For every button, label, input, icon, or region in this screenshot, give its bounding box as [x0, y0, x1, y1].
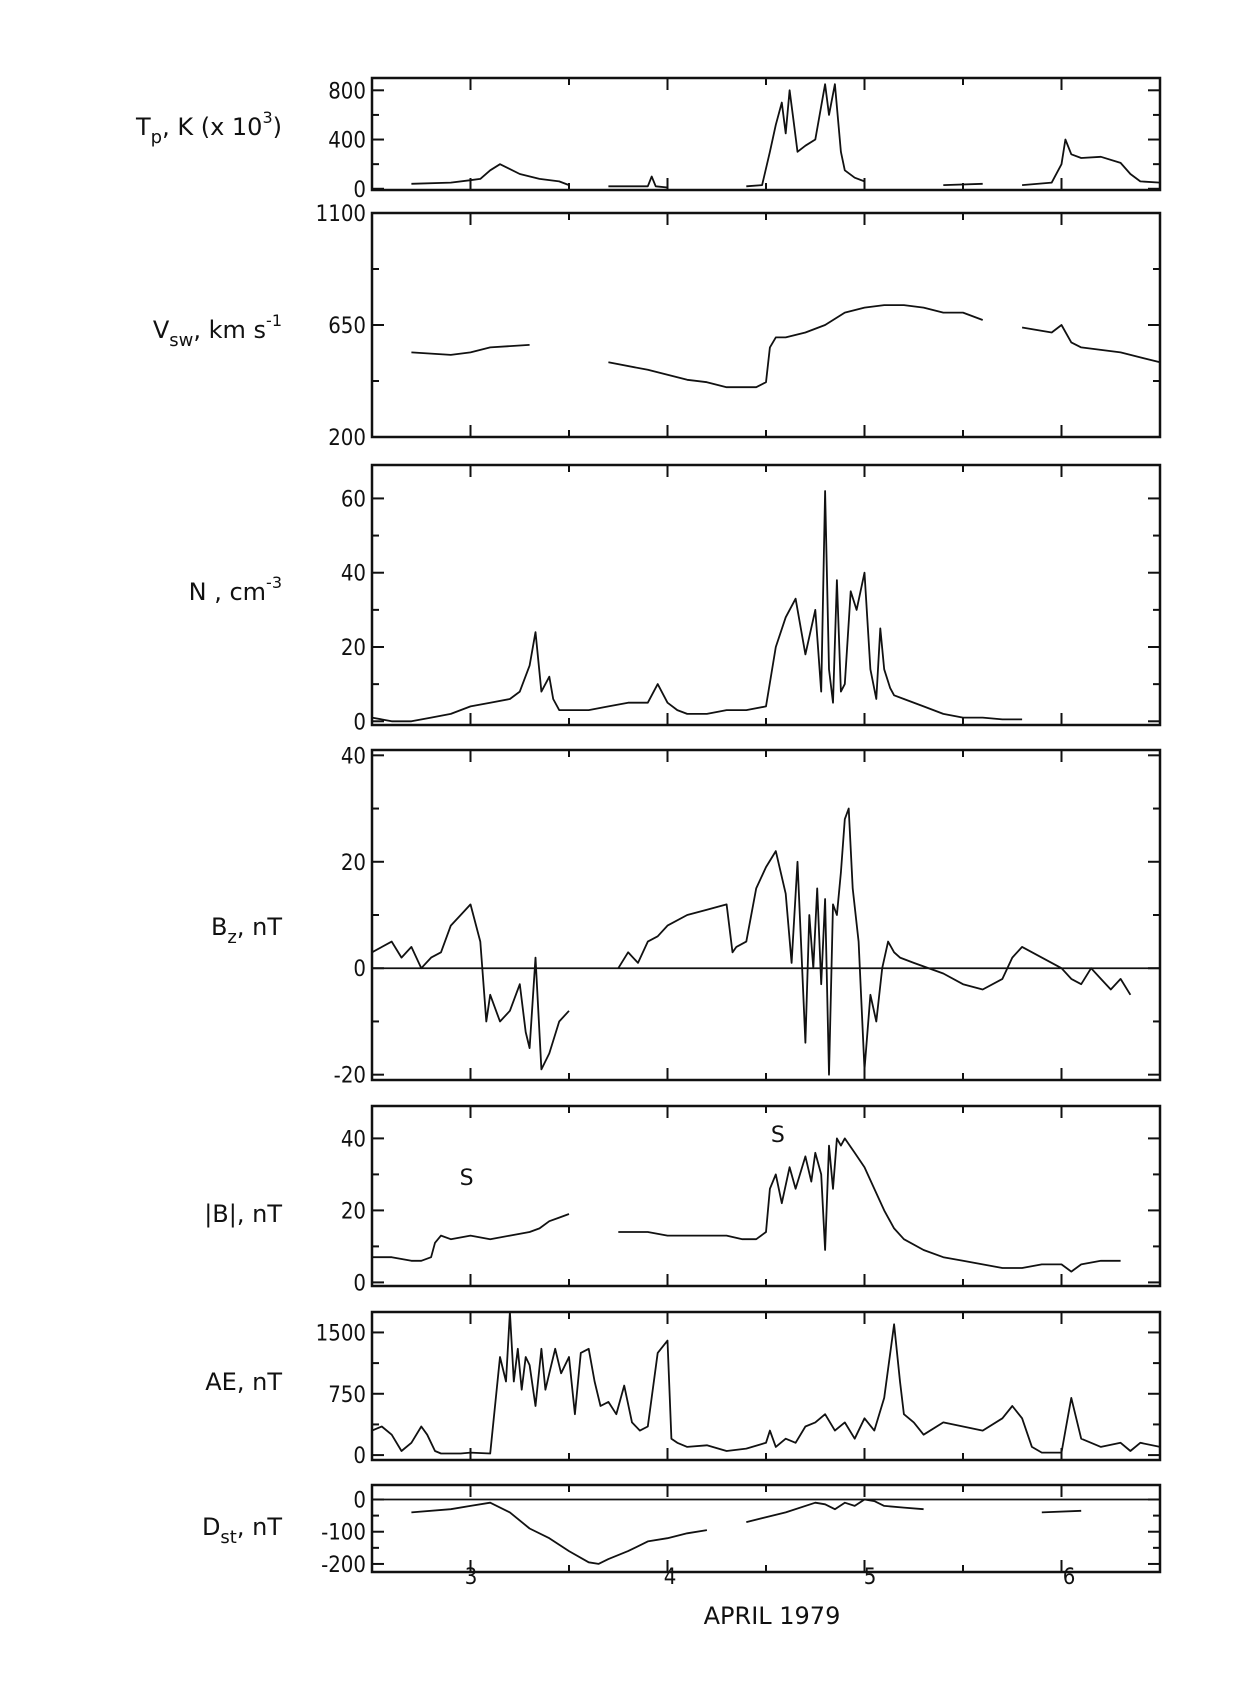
- y-tick-label: 0: [353, 1489, 366, 1514]
- panel-dst-frame: [370, 1483, 1162, 1574]
- y-tick-label: 200: [328, 426, 366, 451]
- y-tick-label: 20: [341, 1199, 366, 1224]
- y-tick-label: 400: [328, 129, 366, 154]
- y-tick-label: -200: [321, 1553, 366, 1578]
- y-tick-label: 40: [341, 1127, 366, 1152]
- panel-ae-series-line: [371, 1311, 1161, 1455]
- panel-ae-frame: [370, 1310, 1162, 1462]
- y-tick-label: 40: [341, 562, 366, 587]
- y-tick-label: -20: [334, 1064, 366, 1089]
- panel-vsw-label: Vsw, km s-1: [153, 311, 282, 351]
- panel-b-label: |B|, nT: [204, 1200, 282, 1228]
- panel-b-series-line: [372, 1137, 1121, 1273]
- x-tick-label-5: 5: [864, 1565, 877, 1590]
- y-tick-label: 0: [353, 1271, 366, 1296]
- panel-n-label: N , cm-3: [189, 573, 282, 606]
- y-tick-label: 40: [341, 744, 366, 769]
- panel-tp-frame: [370, 76, 1162, 192]
- panel-ae: 1500 750 0 AE, nT: [205, 1310, 1162, 1469]
- panel-vsw-frame: [370, 211, 1162, 439]
- y-tick-label: 1500: [316, 1321, 366, 1346]
- y-tick-label: 60: [341, 487, 366, 512]
- panel-dst-series-line: [411, 1500, 1160, 1564]
- x-tick-label-3: 3: [465, 1565, 478, 1590]
- panel-bz-series-line: [371, 807, 1132, 1076]
- y-tick-label: 0: [353, 1444, 366, 1469]
- panel-b: 40 20 0 S S |B|, nT: [204, 1104, 1162, 1296]
- y-tick-label: 20: [341, 851, 366, 876]
- y-tick-label: 750: [328, 1383, 366, 1408]
- panel-bz-label: Bz, nT: [211, 913, 282, 948]
- panel-dst-label: Dst, nT: [202, 1513, 282, 1548]
- panel-n: 60 40 20 0 N , cm-3: [189, 463, 1162, 735]
- y-tick-label: 0: [353, 178, 366, 203]
- y-tick-label: -100: [321, 1521, 366, 1546]
- y-tick-label: 650: [328, 314, 366, 339]
- panel-n-series-line: [372, 491, 1160, 721]
- panel-tp: 800 400 0 Tp, K (x 103): [135, 76, 1162, 203]
- panel-tp-label: Tp, K (x 103): [135, 108, 282, 148]
- y-tick-label: 20: [341, 636, 366, 661]
- panel-vsw-series-line: [411, 304, 1161, 389]
- x-axis-title: APRIL 1979: [704, 1602, 841, 1630]
- x-tick-label-6: 6: [1063, 1565, 1076, 1590]
- annotation-s: S: [771, 1123, 785, 1148]
- panel-bz: 40 20 0 -20 Bz, nT: [211, 744, 1162, 1089]
- panel-dst: 0 -100 -200 Dst, nT: [202, 1483, 1162, 1578]
- panel-b-frame: [370, 1104, 1162, 1288]
- x-axis: 3 4 5 6 APRIL 1979: [465, 1565, 1076, 1630]
- panel-n-frame: [370, 463, 1162, 727]
- y-tick-label: 800: [328, 79, 366, 104]
- annotation-s: S: [460, 1166, 474, 1191]
- panel-vsw: 1100 650 200 Vsw, km s-1: [153, 202, 1162, 451]
- x-tick-label-4: 4: [664, 1565, 677, 1590]
- y-tick-label: 0: [353, 710, 366, 735]
- panel-tp-series-line: [411, 83, 1161, 189]
- panel-bz-frame: [370, 748, 1162, 1082]
- y-tick-label: 0: [353, 957, 366, 982]
- y-tick-label: 1100: [316, 202, 366, 227]
- panel-ae-label: AE, nT: [205, 1368, 282, 1396]
